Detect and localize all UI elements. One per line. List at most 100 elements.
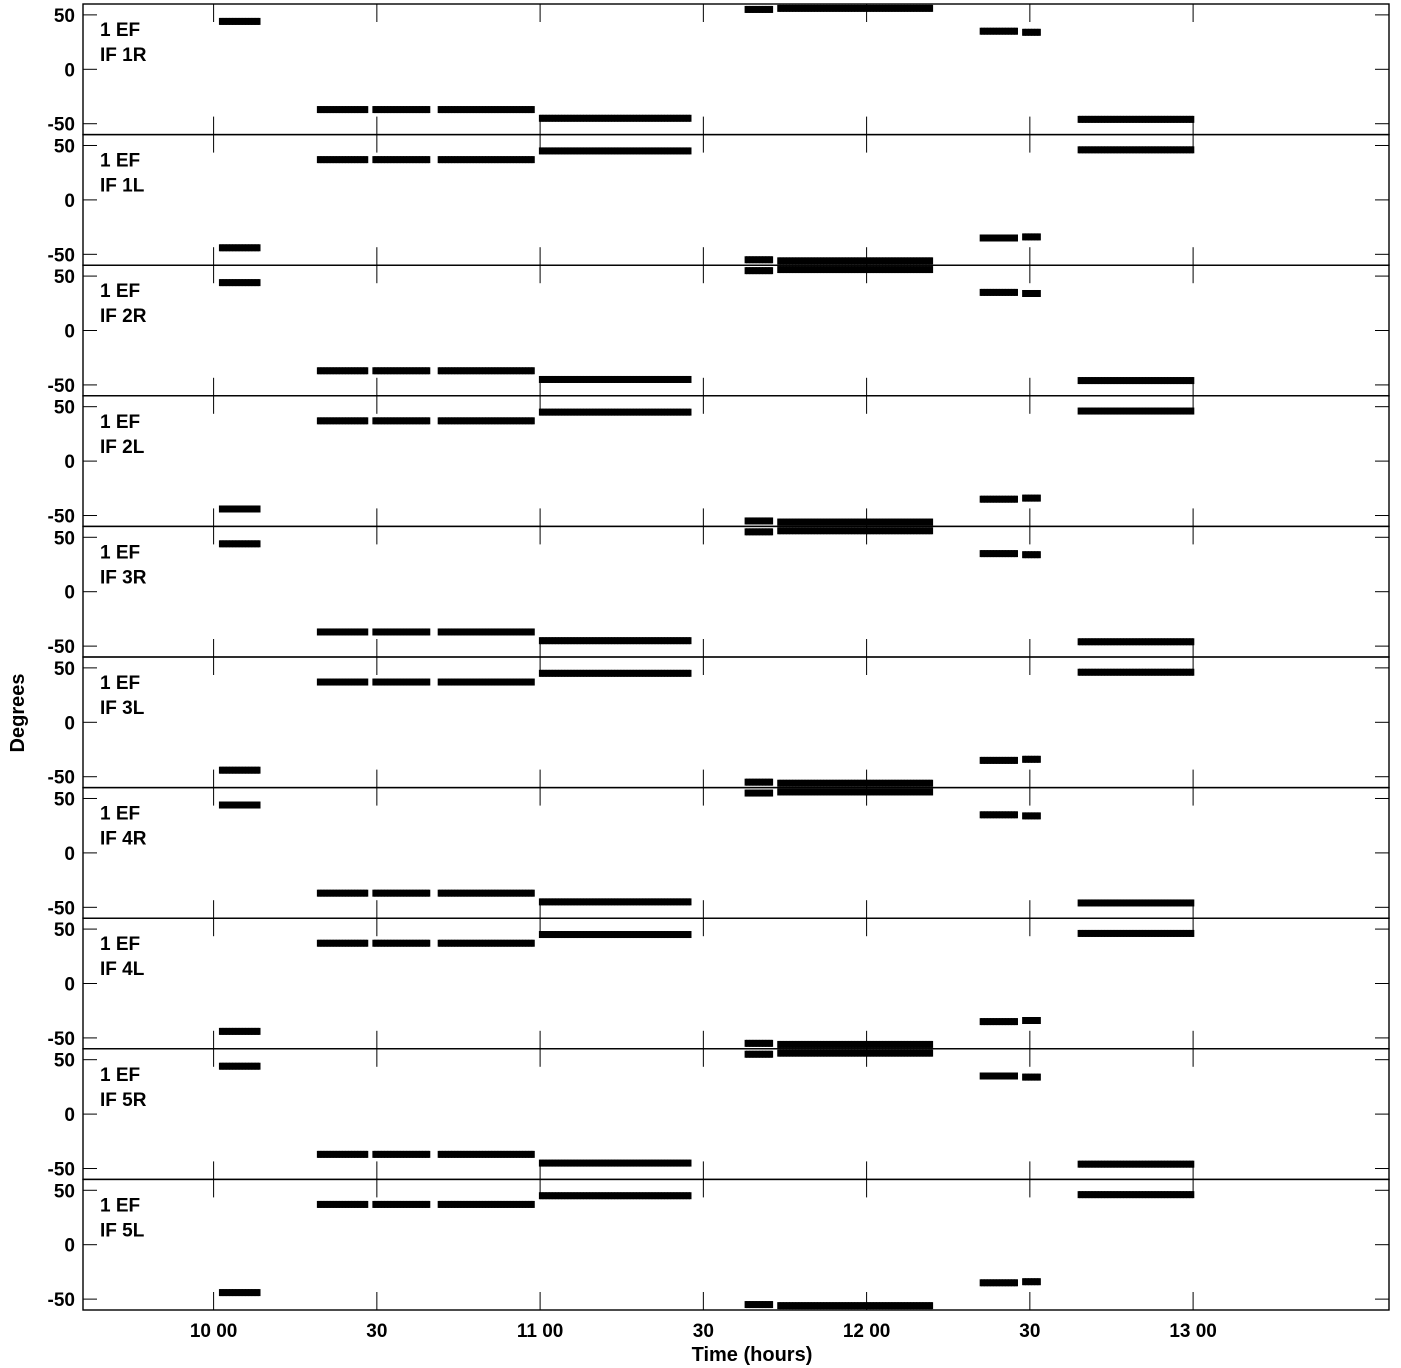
data-point bbox=[1111, 146, 1114, 154]
data-point bbox=[1101, 899, 1104, 907]
data-point bbox=[414, 417, 418, 425]
data-point bbox=[1131, 668, 1135, 676]
data-point bbox=[487, 678, 491, 686]
data-point bbox=[1177, 899, 1180, 907]
data-point bbox=[1023, 551, 1027, 559]
data-point bbox=[625, 1159, 629, 1167]
data-point bbox=[1146, 929, 1149, 937]
data-point bbox=[631, 114, 635, 122]
data-point bbox=[352, 417, 355, 425]
data-point bbox=[836, 4, 839, 12]
data-point bbox=[246, 17, 249, 25]
data-point bbox=[880, 788, 883, 796]
data-point bbox=[907, 779, 910, 787]
data-point bbox=[613, 637, 617, 645]
data-point bbox=[1008, 550, 1011, 558]
data-point bbox=[327, 156, 330, 164]
data-point bbox=[746, 5, 749, 13]
data-point bbox=[242, 766, 245, 774]
data-point bbox=[836, 266, 839, 274]
data-point bbox=[245, 279, 248, 287]
data-point bbox=[1109, 407, 1113, 415]
data-point bbox=[1033, 233, 1037, 241]
data-point bbox=[824, 1040, 827, 1048]
data-point bbox=[665, 931, 668, 939]
data-point bbox=[794, 527, 798, 535]
data-point bbox=[605, 637, 608, 645]
data-point bbox=[985, 1072, 989, 1080]
data-point bbox=[316, 678, 320, 686]
data-point bbox=[513, 889, 516, 897]
data-point bbox=[321, 1200, 324, 1208]
data-point bbox=[519, 939, 522, 947]
data-point bbox=[1175, 668, 1179, 676]
data-point bbox=[615, 931, 618, 939]
data-point bbox=[780, 518, 783, 526]
data-point bbox=[669, 898, 673, 906]
data-point bbox=[1009, 27, 1013, 35]
data-point bbox=[1090, 638, 1094, 646]
data-point bbox=[1168, 146, 1171, 154]
data-point bbox=[345, 1200, 348, 1208]
data-point bbox=[855, 1040, 858, 1048]
data-point bbox=[677, 1159, 680, 1167]
data-point bbox=[797, 257, 801, 265]
data-point bbox=[915, 1040, 919, 1048]
data-point bbox=[809, 527, 813, 535]
data-point bbox=[1184, 638, 1187, 646]
data-point bbox=[236, 1062, 239, 1070]
data-point bbox=[602, 147, 605, 155]
data-point bbox=[1117, 668, 1120, 676]
data-point bbox=[1098, 407, 1101, 415]
data-point bbox=[927, 527, 931, 535]
data-point bbox=[910, 527, 913, 535]
data-point bbox=[451, 156, 454, 164]
data-point bbox=[445, 1150, 448, 1158]
data-point bbox=[879, 779, 882, 787]
data-point bbox=[458, 417, 461, 425]
data-point bbox=[247, 505, 251, 513]
data-point bbox=[407, 939, 410, 947]
data-point bbox=[927, 257, 931, 265]
panel-title-line: 1 EF bbox=[100, 412, 140, 433]
data-point bbox=[420, 367, 423, 375]
data-point bbox=[984, 288, 987, 296]
data-point bbox=[606, 1159, 610, 1167]
data-point bbox=[748, 778, 752, 786]
data-point bbox=[220, 1027, 223, 1035]
data-point bbox=[793, 779, 796, 787]
data-point bbox=[876, 4, 879, 12]
data-point bbox=[1183, 377, 1186, 385]
data-point bbox=[615, 408, 618, 416]
data-point bbox=[420, 1150, 423, 1158]
data-point bbox=[926, 527, 929, 535]
data-point bbox=[575, 408, 579, 416]
data-point bbox=[1165, 1160, 1168, 1168]
data-point bbox=[763, 256, 766, 264]
data-point bbox=[566, 669, 570, 677]
data-point bbox=[458, 939, 461, 947]
data-point bbox=[379, 628, 383, 636]
data-point bbox=[1025, 494, 1028, 502]
data-point bbox=[1083, 407, 1086, 415]
data-point bbox=[1095, 638, 1098, 646]
y-tick-label: 0 bbox=[64, 713, 75, 734]
data-point bbox=[880, 1049, 883, 1057]
data-point bbox=[659, 637, 663, 645]
data-point bbox=[504, 889, 507, 897]
data-point bbox=[337, 628, 341, 636]
data-point bbox=[1130, 407, 1133, 415]
data-point bbox=[792, 527, 795, 535]
data-point bbox=[680, 898, 683, 906]
data-point bbox=[1096, 1160, 1100, 1168]
data-point bbox=[229, 279, 232, 287]
data-point bbox=[674, 637, 677, 645]
data-point bbox=[851, 4, 854, 12]
data-point bbox=[1149, 929, 1152, 937]
data-point bbox=[375, 939, 378, 947]
data-point bbox=[452, 1150, 455, 1158]
data-point bbox=[748, 267, 752, 275]
data-point bbox=[334, 417, 338, 425]
data-point bbox=[661, 147, 664, 155]
data-point bbox=[316, 106, 320, 114]
